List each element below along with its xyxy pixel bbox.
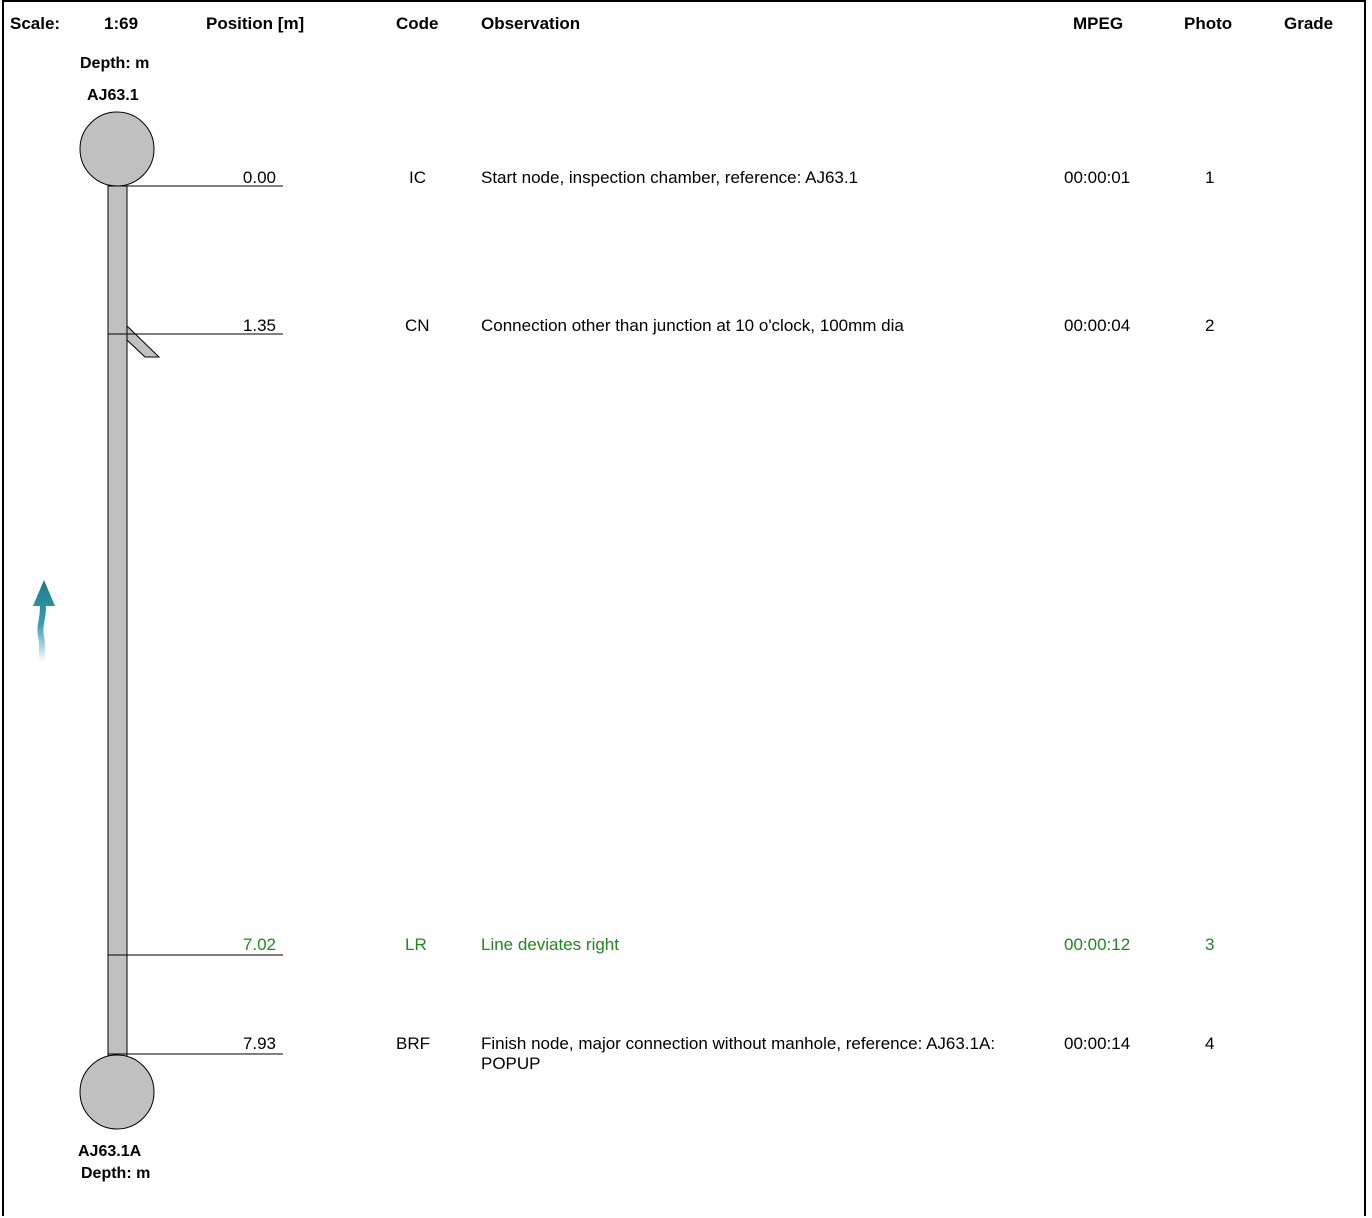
code-header: Code [396,14,439,33]
row-code: CN [405,316,430,335]
scale-label: Scale: [10,14,61,33]
row-photo: 4 [1205,1034,1215,1053]
mpeg-header: MPEG [1073,14,1124,33]
connection-marker [126,324,161,358]
end-manhole [79,1054,155,1130]
pipe-body [107,185,128,1057]
row-code: IC [409,168,426,187]
end-node-depth: Depth: m [81,1165,151,1182]
row-photo: 1 [1205,168,1215,187]
position-header: Position [m] [206,14,305,33]
row-position: 0.00 [242,168,276,187]
photo-header: Photo [1184,14,1233,33]
scale-value: 1:69 [104,14,139,33]
row-mpeg: 00:00:14 [1064,1034,1131,1053]
start-node-ref: AJ63.1 [87,87,139,104]
row-code: BRF [396,1034,430,1053]
row-mpeg: 00:00:01 [1064,168,1131,187]
row-photo: 3 [1205,935,1215,954]
row-mpeg: 00:00:04 [1064,316,1131,335]
row-position: 1.35 [242,316,276,335]
observation-header: Observation [481,14,581,33]
row-observation: Connection other than junction at 10 o'c… [481,316,904,335]
row-observation: Line deviates right [481,935,619,954]
row-observation: Finish node, major connection without ma… [481,1034,996,1073]
row-position: 7.02 [242,935,276,954]
row-code: LR [405,935,427,954]
end-node-ref: AJ63.1A [78,1143,142,1160]
row-photo: 2 [1205,316,1215,335]
flow-arrow-icon [33,580,55,662]
grade-header: Grade [1284,14,1334,33]
start-manhole [79,111,155,187]
row-mpeg: 00:00:12 [1064,935,1131,954]
row-position: 7.93 [242,1034,276,1053]
row-observation: Start node, inspection chamber, referenc… [481,168,859,187]
start-node-depth: Depth: m [80,55,150,72]
